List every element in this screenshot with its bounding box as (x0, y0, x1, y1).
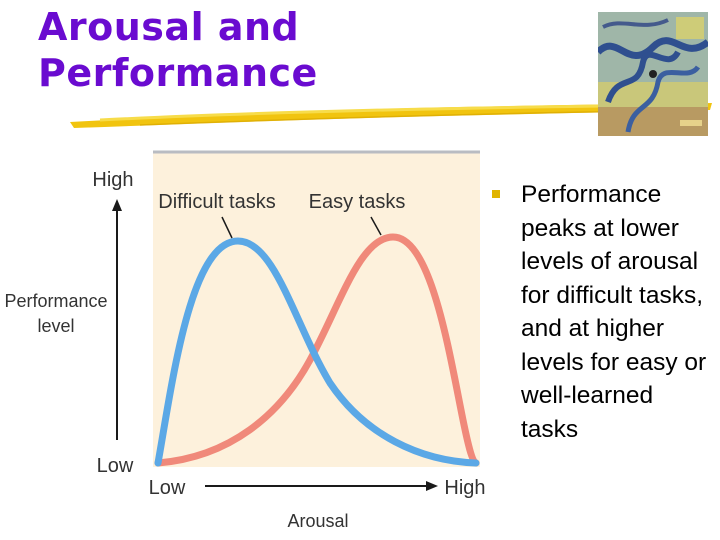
easy-pointer-line (370, 216, 382, 236)
curve-label-difficult: Difficult tasks (158, 191, 275, 213)
x-axis-title: Arousal (287, 511, 348, 531)
y-axis-title-line1: Performance (4, 291, 107, 311)
y-axis-title-line2: level (37, 316, 74, 336)
textbook-cover-image (598, 12, 708, 136)
x-axis-arrowhead (426, 481, 438, 491)
curve-label-easy: Easy tasks (309, 191, 406, 213)
x-high-label: High (444, 477, 485, 499)
bullet-point-text: Performance peaks at lower levels of aro… (521, 181, 707, 443)
easy-tasks-curve (154, 233, 480, 467)
slide-title-line1: Arousal and (38, 5, 300, 49)
difficult-pointer-line (221, 216, 233, 239)
bullet-list: Performance peaks at lower levels of aro… (492, 178, 714, 446)
bullet-square-icon (492, 190, 500, 198)
y-high-label: High (92, 169, 133, 191)
slide-title-line2: Performance (38, 51, 318, 95)
y-axis-arrowhead (112, 199, 122, 211)
y-low-label: Low (97, 455, 134, 477)
x-low-label: Low (149, 477, 186, 499)
plot-background (153, 151, 480, 467)
arousal-performance-figure: Difficult tasks Easy tasks High Low Perf… (4, 150, 486, 531)
difficult-tasks-curve (154, 237, 480, 467)
slide-title: Arousal and Performance (38, 4, 318, 96)
